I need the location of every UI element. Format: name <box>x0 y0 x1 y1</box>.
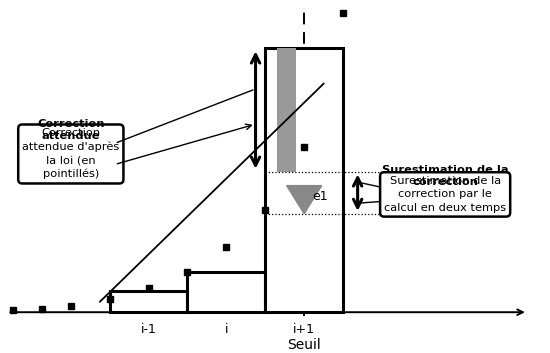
Bar <box>277 48 296 172</box>
Bar <box>188 272 265 312</box>
Text: i+1: i+1 <box>293 323 315 336</box>
Polygon shape <box>287 186 322 214</box>
Text: Surestimation de la
correction par le
calcul en deux temps: Surestimation de la correction par le ca… <box>384 176 506 213</box>
Text: Seuil: Seuil <box>287 337 321 352</box>
Text: Surestimation de la
correction: Surestimation de la correction <box>382 165 508 187</box>
Text: Correction
attendue: Correction attendue <box>37 119 104 141</box>
Bar <box>265 48 343 312</box>
Text: e1: e1 <box>312 190 328 203</box>
Text: i: i <box>224 323 228 336</box>
Bar <box>109 291 188 312</box>
Text: i-1: i-1 <box>141 323 157 336</box>
Text: Correction
attendue d'après
la loi (en
pointillés): Correction attendue d'après la loi (en p… <box>22 128 119 179</box>
